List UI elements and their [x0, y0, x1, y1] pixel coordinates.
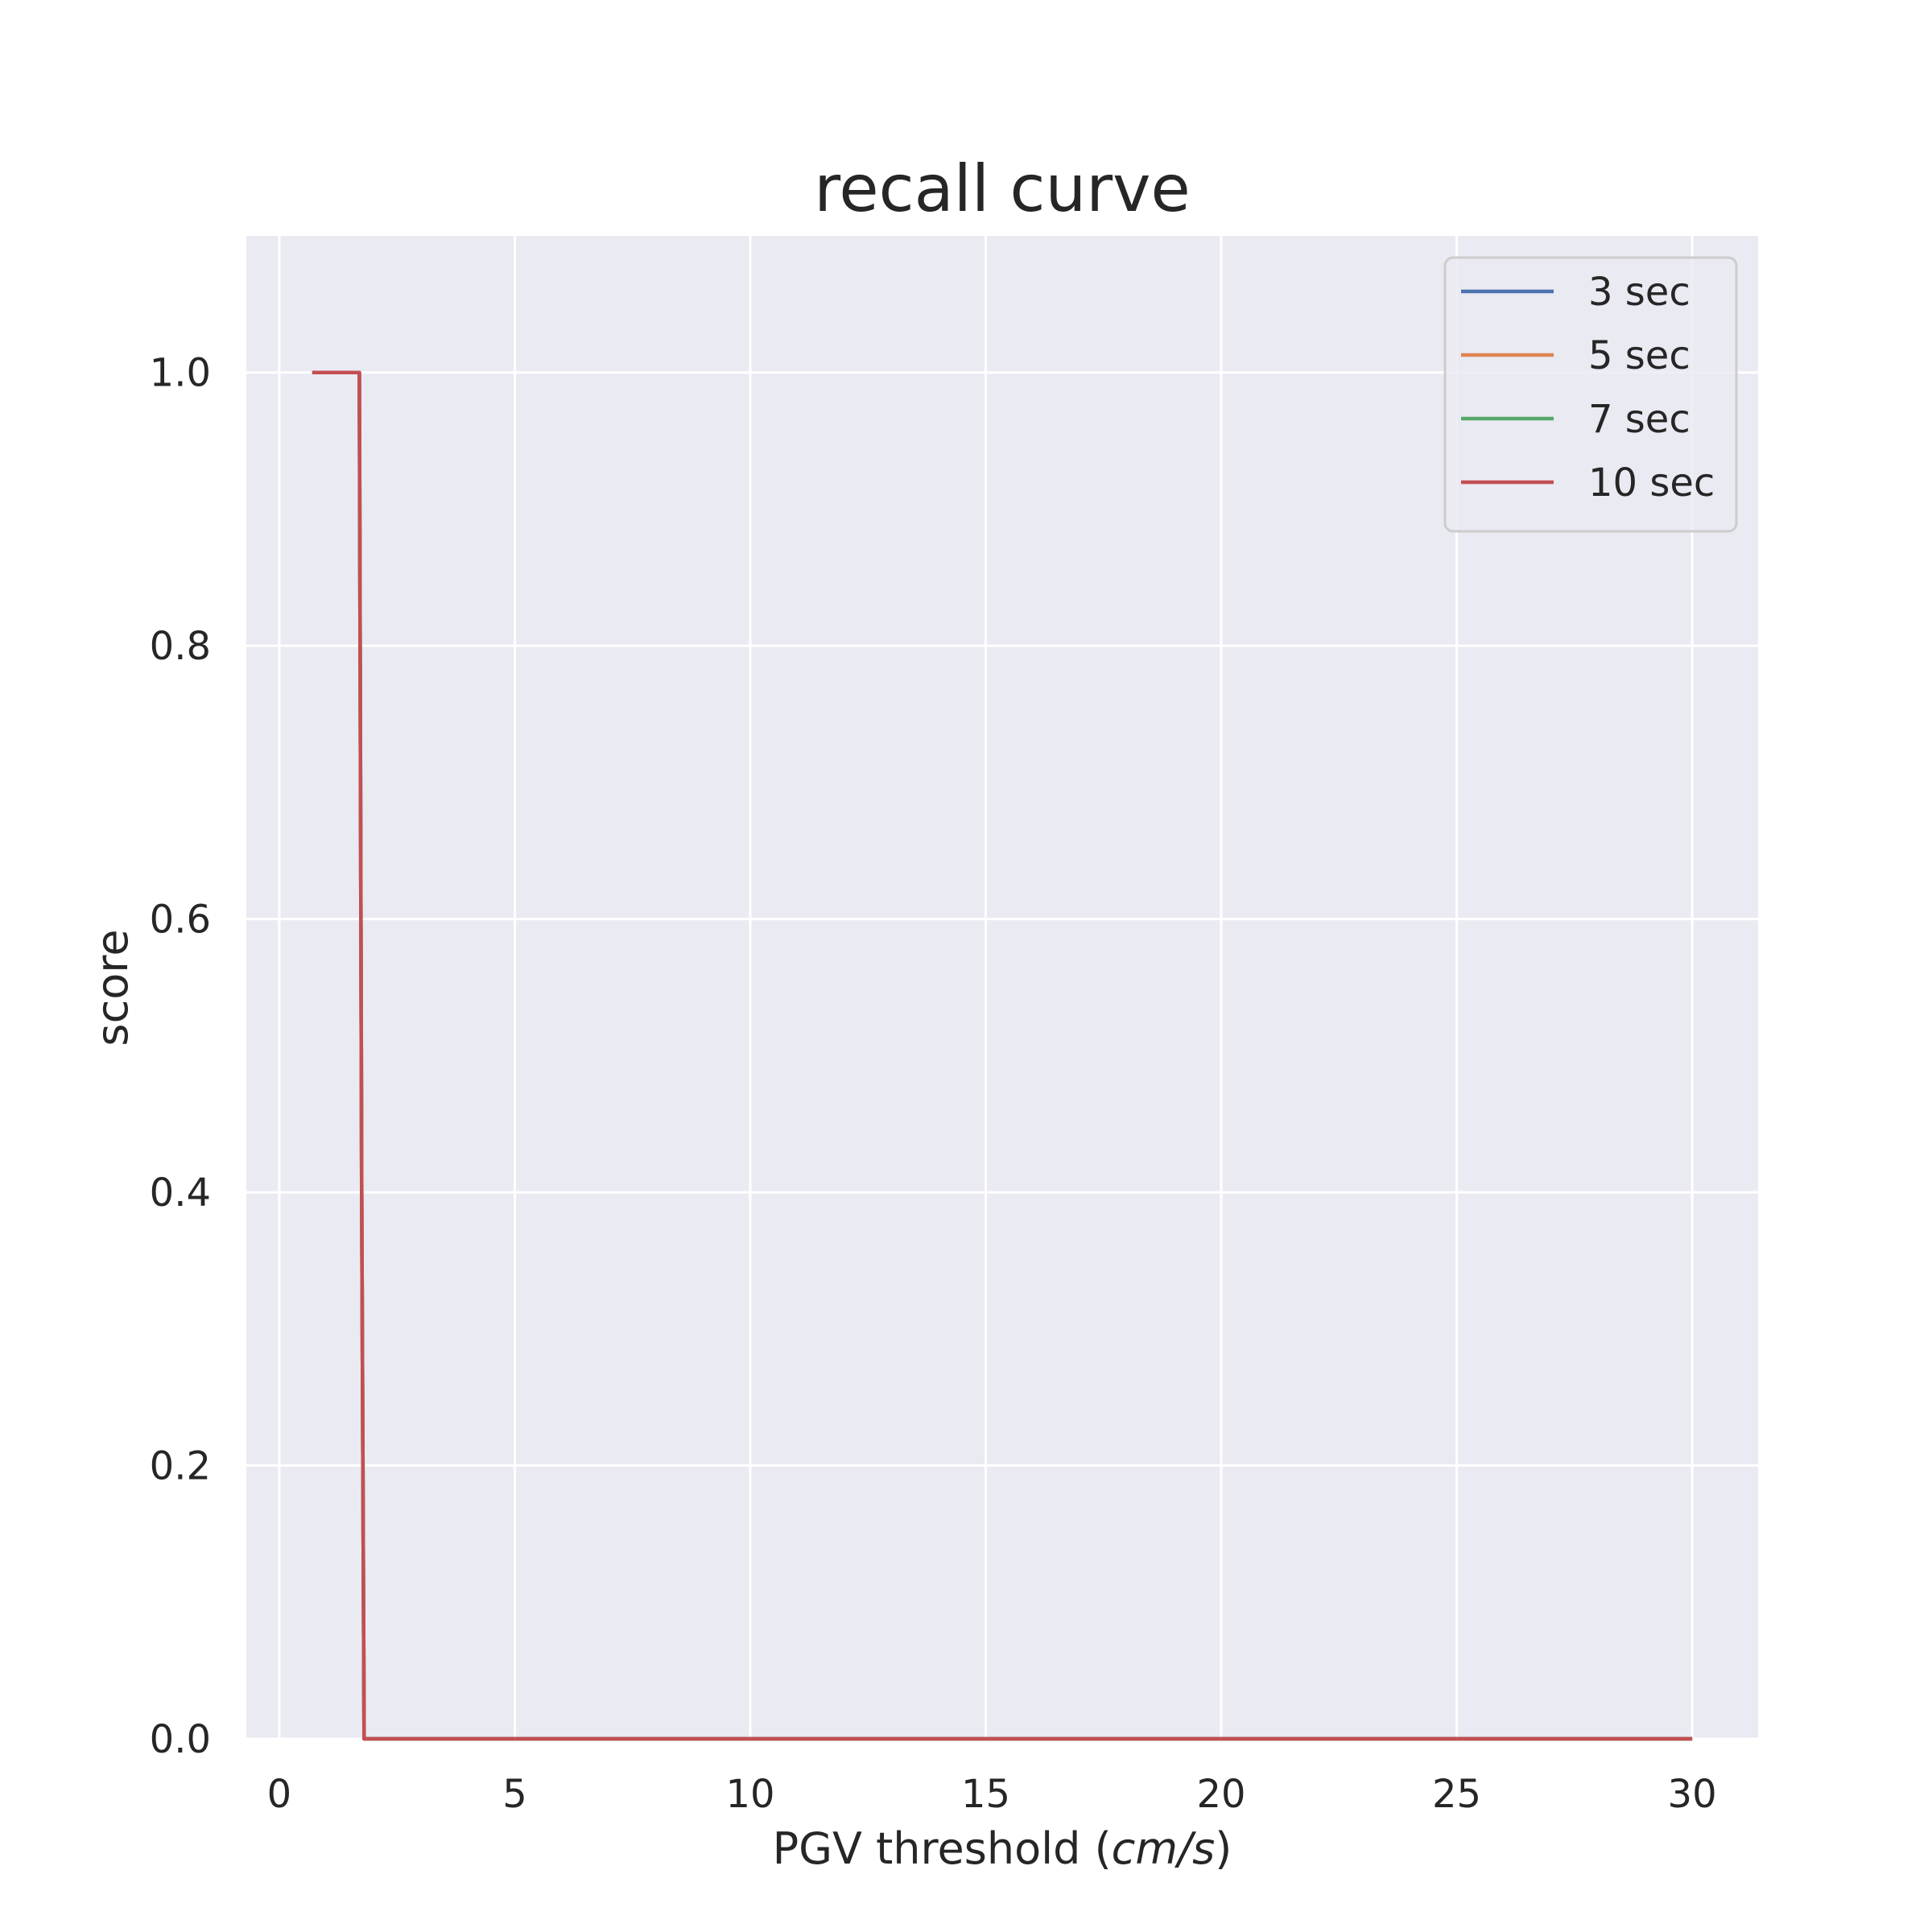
x-tick-labels: 0 5 10 15 20 25 30 — [267, 1772, 1717, 1817]
x-tick-label: 5 — [502, 1772, 527, 1817]
x-axis-label-text: PGV threshold ( — [773, 1823, 1112, 1874]
y-tick-labels: 0.0 0.2 0.4 0.6 0.8 1.0 — [150, 351, 211, 1762]
y-tick-label: 1.0 — [150, 351, 211, 396]
x-axis-label-close: ) — [1215, 1823, 1232, 1874]
x-tick-label: 0 — [267, 1772, 292, 1817]
y-tick-label: 0.4 — [150, 1170, 211, 1216]
legend-label: 5 sec — [1588, 333, 1690, 378]
legend-frame — [1443, 256, 1738, 533]
y-axis-label: score — [87, 929, 138, 1046]
x-tick-label: 20 — [1197, 1772, 1246, 1817]
x-tick-label: 25 — [1432, 1772, 1481, 1817]
series-lines — [312, 370, 1693, 1741]
y-tick-label: 0.6 — [150, 898, 211, 943]
series-line-10-sec — [312, 370, 1693, 1741]
legend-label: 3 sec — [1588, 270, 1690, 315]
y-tick-label: 0.0 — [150, 1717, 211, 1762]
legend-label: 10 sec — [1588, 460, 1715, 506]
x-tick-label: 15 — [961, 1772, 1010, 1817]
legend: 3 sec 5 sec 7 sec 10 sec — [1443, 256, 1738, 533]
y-tick-label: 0.8 — [150, 624, 211, 669]
x-axis-label-unit: cm/s — [1112, 1823, 1216, 1874]
chart-title: recall curve — [814, 151, 1190, 226]
legend-label: 7 sec — [1588, 397, 1690, 442]
x-axis-label: PGV threshold (cm/s) — [773, 1823, 1232, 1874]
x-tick-label: 10 — [725, 1772, 774, 1817]
y-tick-label: 0.2 — [150, 1444, 211, 1489]
x-tick-label: 30 — [1668, 1772, 1717, 1817]
